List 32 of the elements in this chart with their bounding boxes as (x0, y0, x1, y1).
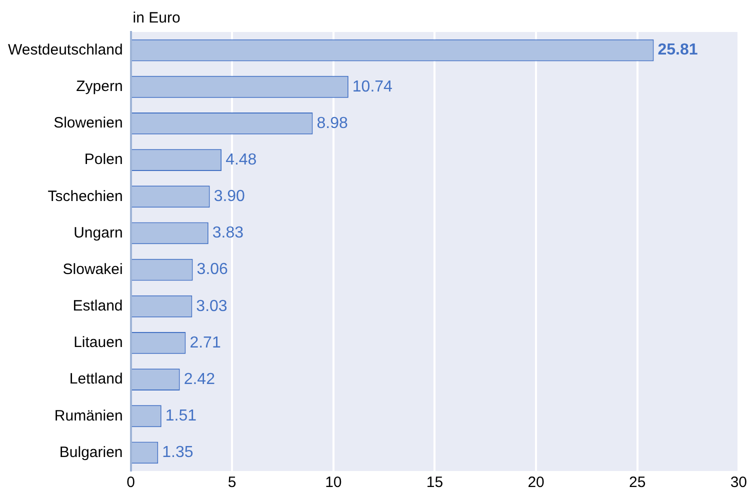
data-label: 3.03 (196, 298, 228, 315)
y-tick-label: Estland (72, 298, 123, 315)
data-label: 2.42 (184, 370, 216, 388)
data-label: 3.83 (212, 224, 244, 242)
y-tick-label: Lettland (69, 370, 123, 388)
y-tick-label: Litauen (74, 334, 123, 352)
data-label: 2.71 (190, 334, 221, 352)
y-tick-label: Polen (84, 151, 123, 168)
data-label: 3.06 (196, 261, 228, 278)
y-tick-label: Rumänien (54, 407, 123, 424)
y-tick-label: Zypern (76, 78, 123, 96)
x-tick-label: 5 (228, 474, 236, 492)
y-tick-label: Westdeutschland (8, 41, 123, 58)
data-label: 8.98 (316, 114, 348, 132)
data-label: 25.81 (658, 42, 698, 59)
data-label: 1.51 (165, 408, 197, 425)
y-tick-label: Slowakei (62, 260, 123, 278)
data-label: 1.35 (162, 444, 194, 462)
data-label: 3.90 (214, 188, 246, 206)
chart-title: in Euro (132, 10, 180, 27)
x-tick-label: 25 (629, 474, 646, 492)
x-tick-label: 30 (730, 474, 747, 492)
y-tick-label: Ungarn (74, 224, 123, 242)
data-label: 4.48 (226, 151, 257, 168)
x-tick-label: 10 (325, 474, 342, 492)
y-tick-label: Tschechien (48, 188, 123, 205)
x-tick-label: 0 (126, 474, 135, 492)
y-tick-label: Slowenien (54, 114, 123, 132)
y-tick-label: Bulgarien (59, 444, 123, 461)
x-tick-label: 15 (426, 474, 444, 492)
data-label: 10.74 (352, 78, 393, 96)
x-tick-label: 20 (528, 474, 544, 492)
